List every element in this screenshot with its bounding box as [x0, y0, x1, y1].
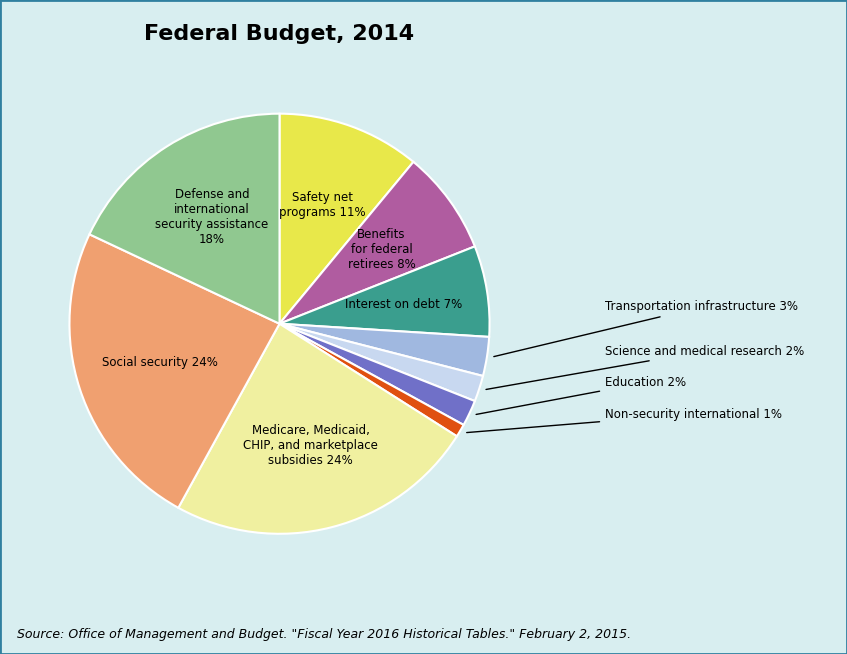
Text: Non-security international 1%: Non-security international 1%: [467, 407, 782, 432]
Text: Safety net
programs 11%: Safety net programs 11%: [279, 191, 366, 219]
Title: Federal Budget, 2014: Federal Budget, 2014: [145, 24, 414, 44]
Text: Medicare, Medicaid,
CHIP, and marketplace
subsidies 24%: Medicare, Medicaid, CHIP, and marketplac…: [243, 424, 379, 468]
Wedge shape: [280, 324, 490, 376]
Text: Benefits
for federal
retirees 8%: Benefits for federal retirees 8%: [347, 228, 415, 271]
Wedge shape: [90, 114, 280, 324]
Text: Science and medical research 2%: Science and medical research 2%: [486, 345, 805, 390]
Text: Transportation infrastructure 3%: Transportation infrastructure 3%: [494, 300, 798, 356]
Wedge shape: [69, 234, 280, 508]
Text: Education 2%: Education 2%: [476, 376, 686, 415]
Text: Social security 24%: Social security 24%: [102, 356, 218, 369]
Wedge shape: [280, 324, 463, 436]
Wedge shape: [280, 162, 475, 324]
Wedge shape: [179, 324, 457, 534]
Wedge shape: [280, 324, 475, 425]
Wedge shape: [280, 114, 413, 324]
Text: Interest on debt 7%: Interest on debt 7%: [346, 298, 462, 311]
Text: Defense and
international
security assistance
18%: Defense and international security assis…: [155, 188, 268, 247]
Wedge shape: [280, 324, 483, 401]
Wedge shape: [280, 247, 490, 337]
Text: Source: Office of Management and Budget. "Fiscal Year 2016 Historical Tables." F: Source: Office of Management and Budget.…: [17, 628, 631, 641]
